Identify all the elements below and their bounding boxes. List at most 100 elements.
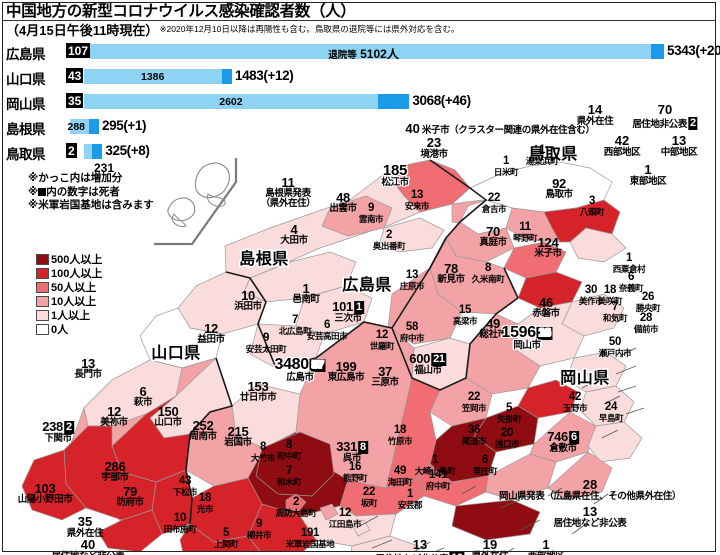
map-city-name: 周防大島町	[275, 507, 317, 518]
bar-total-label: 1483(+12)	[234, 68, 294, 83]
map-footnote-count: 1	[542, 537, 550, 552]
map-city-label: 12 江田島市	[328, 507, 362, 529]
map-city-label: 215 岩国市	[224, 425, 252, 448]
map-city-label: 13 安来市	[405, 189, 430, 210]
map-city-name: 山陽小野田市	[17, 494, 73, 506]
map-city-label: 78 新見市	[437, 262, 465, 285]
map-footnote-text: 県外在住	[576, 115, 614, 127]
map-city-name: 早島町	[598, 412, 624, 423]
map-footnote-label: 40居住地など非公表	[52, 538, 125, 555]
map-city-count: 42	[568, 391, 582, 403]
map-city-label: 22 倉吉市	[482, 192, 507, 213]
map-city-name: 矢掛町	[496, 413, 522, 424]
map-city-name: 瀬戸内市	[598, 347, 632, 358]
map-city-label: 13 庄原市	[400, 269, 425, 290]
map-footnote-label: 19県外在住	[472, 538, 509, 555]
map-footnote-count: 23	[426, 135, 442, 150]
map-city-count: 13	[410, 189, 424, 201]
map-city-label: 1596 16 岡山市	[501, 324, 553, 351]
bar-death-count: 35	[66, 93, 84, 108]
map-city-count: 8	[285, 439, 293, 451]
map-city-label: 8 大竹市	[251, 441, 276, 462]
map-city-name: 長門市	[74, 369, 102, 381]
map-city-label: 46 赤磐市	[532, 296, 560, 319]
map-city-count: 15	[458, 304, 472, 316]
map-city-count: 13	[405, 269, 419, 281]
map-city-name: 島根県発表 （県外在住）	[260, 188, 316, 209]
map-city-count: 10	[173, 512, 187, 524]
map-city-count: 191	[300, 527, 320, 539]
map-city-label: 153 廿日市市	[240, 380, 277, 403]
map-city-label: 4 大田市	[280, 222, 308, 246]
bar-death-count: 107	[66, 43, 91, 58]
map-city-label: 124 米子市	[534, 236, 562, 259]
map-city-name: 北広島町	[278, 325, 312, 336]
map-footnote-label: 13 中部地区	[661, 134, 698, 157]
map-city-count: 185	[382, 162, 408, 179]
map-footnote-deaths: 2	[687, 116, 698, 130]
as-of-date: （4月15日午後11時現在）	[6, 23, 159, 38]
map-city-label: 18 美咲町	[598, 284, 623, 305]
bar-total-segment	[84, 94, 379, 109]
map-city-count: 11	[281, 175, 295, 190]
map-city-name: 周南市	[189, 431, 217, 443]
map-footnote-count: 40	[80, 537, 96, 552]
map-city-count: 5	[222, 527, 230, 539]
bar-inner-value: 288	[67, 121, 86, 133]
map-city-name: 倉敷市	[549, 443, 577, 454]
map-city-label: 1 大崎上島町	[415, 454, 456, 475]
bar-row: 山口県 43 1386 1483(+12)	[6, 66, 712, 87]
map-city-count: 70	[486, 224, 500, 239]
map-city-label: 6 萩市	[134, 385, 153, 408]
map-city-count: 1	[431, 454, 439, 466]
map-footnote-label: 28 岡山県発表（広島県在住、その他県外在住）	[499, 478, 681, 501]
map-city-label: 286 宇部市	[101, 460, 129, 483]
map-city-label: 28 備前市	[634, 312, 659, 333]
map-footnote-text: 県外在住	[472, 551, 509, 555]
map-city-name: 竹原市	[387, 435, 413, 446]
map-city-name: 西粟倉村	[612, 263, 646, 274]
map-city-count: 150	[157, 404, 179, 419]
map-prefecture-title: 広島県	[342, 277, 392, 294]
map-city-label: 13 長門市	[74, 357, 102, 381]
note-line-3: ※米軍岩国基地は含みます	[28, 199, 154, 211]
map-city-label: 15 高梁市	[453, 304, 478, 325]
map-city-name: 和木町	[276, 476, 302, 487]
map-city-label: 20 浅口市	[495, 427, 520, 448]
map-city-count: 50	[608, 336, 622, 348]
map-city-name: 三次市	[334, 313, 362, 324]
map-city-name: 江田島市	[328, 518, 362, 529]
map-city-label: 150 山口市	[154, 404, 182, 429]
map-city-count: 28	[639, 312, 653, 324]
map-city-label: 5 上関町	[214, 527, 239, 548]
map-city-label: 43 下松市	[173, 475, 198, 496]
map-city-deaths: 57	[309, 359, 326, 372]
map-city-count: 26	[641, 291, 655, 303]
bar-increase-segment	[221, 69, 232, 84]
map-city-label: 331 8 呉市	[336, 440, 368, 464]
map-city-name: 呉市	[342, 453, 362, 464]
map-city-label: 11 島根県発表 （県外在住）	[261, 176, 316, 209]
map-city-label: 1 西粟倉村	[612, 252, 646, 274]
map-city-name: 安芸郡	[397, 499, 423, 510]
map-city-name: 府中市	[399, 332, 425, 343]
bar-increase-segment	[89, 119, 100, 134]
map-city-label: 1 邑南町	[292, 282, 320, 305]
map-city-label: 7 和木町	[276, 465, 302, 487]
map-city-name: 真庭市	[479, 237, 507, 249]
map-city-count: 4	[290, 222, 298, 237]
map-footnote-label: 70 居住地非公表 2	[632, 103, 698, 130]
map-city-label: 48 出雲市	[329, 191, 357, 214]
map-city-count: 7	[291, 314, 299, 326]
map-city-label: 10 田布施町	[164, 512, 197, 533]
map-city-name: 美祢市	[100, 417, 128, 429]
map-city-count: 92	[552, 176, 566, 191]
map-city-name: 山口市	[154, 417, 182, 429]
bar-inner-value: 2602	[219, 96, 243, 108]
map-city-count: 2	[292, 496, 300, 508]
map-city-label: 22 坂町	[361, 486, 378, 507]
bar-death-count: 2	[66, 143, 77, 158]
map-city-label: 18 竹原市	[387, 424, 413, 446]
map-city-label: 7 和気町	[603, 301, 628, 322]
map-city-count: 3480 57	[274, 356, 326, 373]
